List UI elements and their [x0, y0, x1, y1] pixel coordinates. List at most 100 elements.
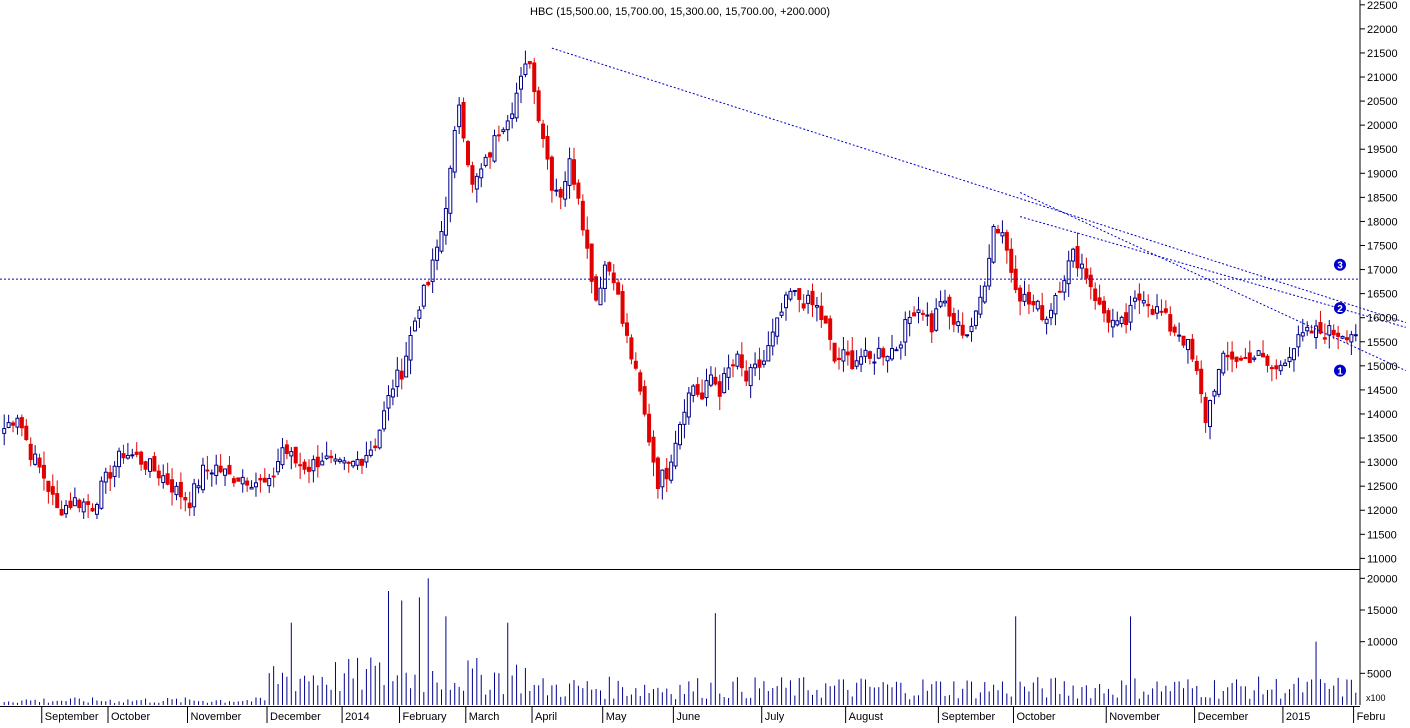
candle [1269, 364, 1274, 382]
candle-body [161, 475, 166, 483]
candle-body [1212, 390, 1217, 397]
candle [585, 216, 590, 259]
candle-body [364, 454, 369, 463]
price-tick-label: 16500 [1367, 289, 1398, 301]
candle-body [293, 446, 298, 464]
candle-body [828, 318, 833, 340]
candle-body [602, 264, 607, 289]
candle [735, 350, 740, 370]
marker-label: 3 [1337, 261, 1343, 272]
price-axis: 11000 11500 12000 12500 13000 13500 14000 14500… [1360, 0, 1398, 565]
candle [717, 374, 722, 411]
candle [1097, 284, 1102, 306]
candle [642, 380, 647, 417]
candle [832, 342, 837, 364]
candle-body [651, 436, 656, 463]
candle [351, 460, 356, 469]
candle [1053, 292, 1058, 326]
candle [1013, 255, 1018, 294]
price-tick-label: 11000 [1367, 553, 1397, 565]
candle-body [947, 296, 952, 317]
candle [1322, 323, 1327, 344]
candle [390, 379, 395, 406]
candle [934, 298, 939, 332]
candle-body [121, 453, 126, 459]
price-tick-label: 11500 [1367, 529, 1397, 541]
candle-body [412, 320, 417, 332]
candle-body [748, 367, 753, 387]
candle-body [152, 456, 157, 472]
candle-body [1221, 352, 1226, 374]
candle [496, 125, 501, 142]
candle [788, 288, 793, 302]
candle-body [37, 457, 42, 468]
candle [1018, 284, 1023, 316]
candle-body [1318, 322, 1323, 334]
candle-body [426, 281, 431, 286]
volume-unit-label: x100 [1366, 693, 1386, 703]
candle-body [731, 364, 736, 367]
candle [488, 151, 493, 169]
candle-body [1040, 305, 1045, 321]
candle-body [1322, 337, 1327, 340]
candle [978, 285, 983, 319]
candle-body [470, 165, 475, 185]
candle-body [722, 373, 727, 394]
candle-body [192, 483, 197, 508]
candle [134, 442, 139, 458]
candle [41, 451, 46, 491]
candle-body [1075, 246, 1080, 269]
candle [1044, 316, 1049, 335]
candle [863, 337, 868, 364]
month-label: September [45, 711, 99, 723]
candle [580, 194, 585, 236]
candle [1093, 282, 1098, 310]
candle-body [1000, 232, 1005, 237]
candle-body [669, 461, 674, 481]
candle [938, 290, 943, 309]
candle-body [306, 466, 311, 472]
candle-body [342, 460, 347, 464]
candle [1057, 281, 1062, 293]
candle [342, 456, 347, 470]
candle-body [324, 455, 329, 459]
candle-body [660, 469, 665, 488]
candle-body [276, 461, 281, 473]
candle [1331, 324, 1336, 340]
candle [94, 502, 99, 520]
candle [218, 454, 223, 474]
candle-body [925, 314, 930, 317]
candle [563, 171, 568, 207]
candle [253, 472, 258, 497]
candle-body [527, 61, 532, 65]
candle-body [624, 322, 629, 336]
candle-body [541, 123, 546, 139]
candle-body [457, 104, 462, 128]
candle-body [691, 385, 696, 396]
candle [594, 274, 599, 302]
candle [33, 445, 38, 466]
price-tick-label: 17000 [1367, 265, 1398, 277]
candle [1163, 300, 1168, 315]
candle-body [479, 168, 484, 179]
candle [872, 353, 877, 375]
candle-body [806, 294, 811, 304]
candle [669, 454, 674, 484]
candle [1185, 338, 1190, 364]
candle-body [620, 291, 625, 324]
candle-body [355, 459, 360, 466]
candle [753, 352, 758, 377]
price-tick-label: 19500 [1367, 144, 1398, 156]
candle-body [108, 472, 113, 479]
candle [1208, 399, 1213, 440]
candle [514, 82, 519, 122]
candle-body [262, 477, 267, 483]
candle-body [510, 113, 515, 119]
candle [673, 430, 678, 470]
candle [492, 129, 497, 163]
candle [960, 312, 965, 339]
candle-body [1252, 357, 1257, 360]
candle-body [563, 181, 568, 200]
